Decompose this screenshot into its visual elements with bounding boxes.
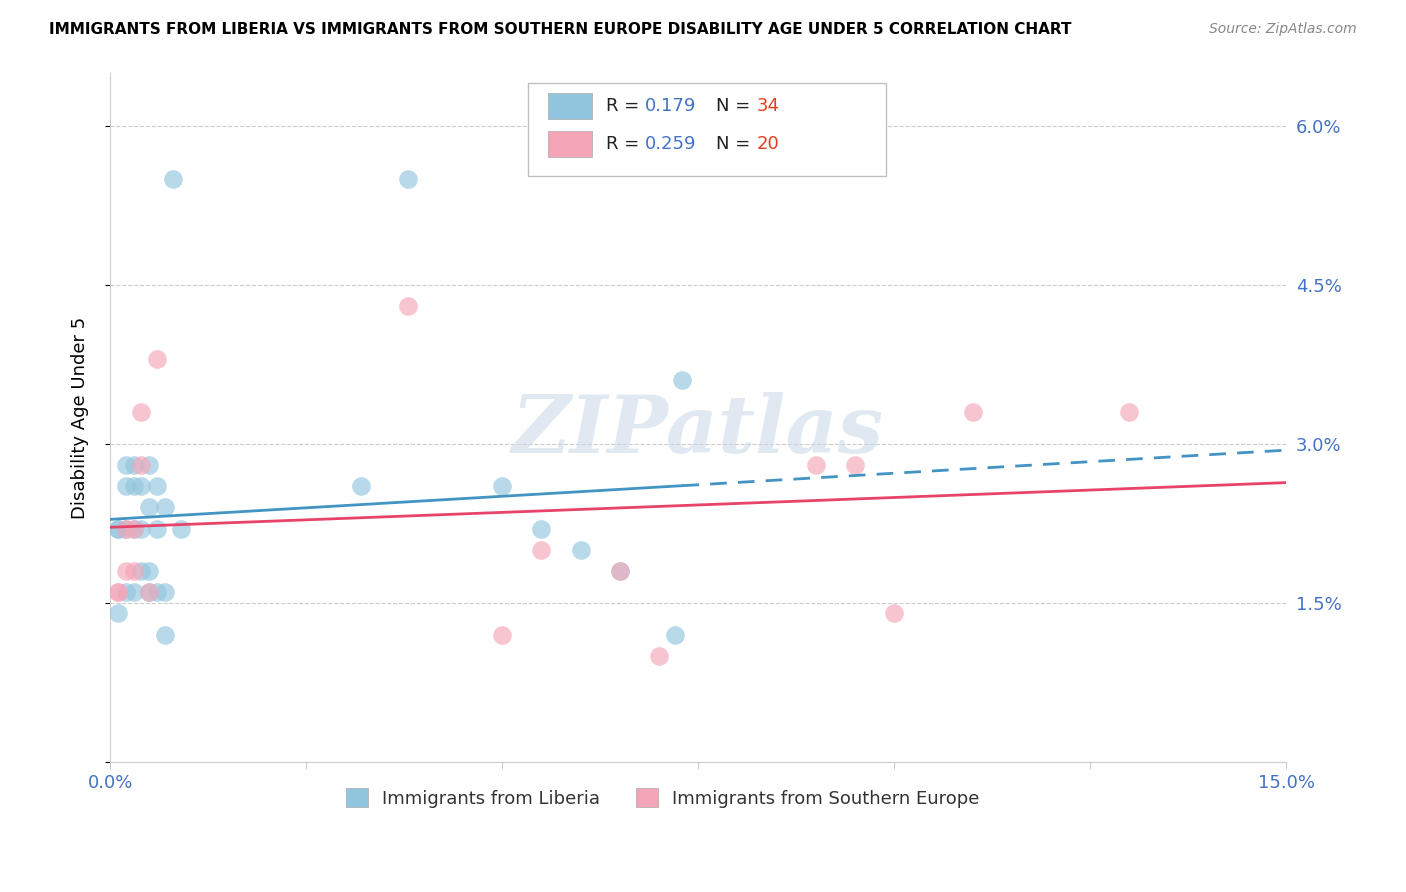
Point (122, 479, 145, 493)
Point (138, 585, 160, 599)
Point (962, 405, 984, 419)
Point (146, 479, 169, 493)
Point (350, 479, 373, 493)
Point (114, 458, 136, 472)
Point (131, 564, 153, 578)
Point (114, 479, 136, 493)
Point (131, 479, 153, 493)
Point (107, 585, 129, 599)
Point (114, 564, 136, 578)
Point (1118, 405, 1140, 419)
Point (146, 522, 169, 536)
Point (107, 522, 129, 536)
Legend: Immigrants from Liberia, Immigrants from Southern Europe: Immigrants from Liberia, Immigrants from… (339, 780, 987, 814)
Point (664, 627, 686, 641)
Point (530, 542, 553, 557)
Point (162, 172, 184, 186)
Point (138, 500, 160, 515)
Point (491, 627, 513, 641)
Point (114, 522, 136, 536)
Point (131, 522, 153, 536)
Text: IMMIGRANTS FROM LIBERIA VS IMMIGRANTS FROM SOUTHERN EUROPE DISABILITY AGE UNDER : IMMIGRANTS FROM LIBERIA VS IMMIGRANTS FR… (49, 22, 1071, 37)
Text: ZIPatlas: ZIPatlas (512, 392, 884, 470)
Text: 0.259: 0.259 (645, 136, 697, 153)
Point (107, 585, 129, 599)
Point (569, 542, 592, 557)
Point (146, 585, 169, 599)
Point (530, 522, 553, 536)
Point (107, 607, 129, 621)
FancyBboxPatch shape (547, 94, 592, 120)
Point (122, 522, 145, 536)
Point (114, 585, 136, 599)
Text: R =: R = (606, 136, 645, 153)
Text: 34: 34 (756, 97, 780, 115)
Point (153, 627, 176, 641)
Point (883, 607, 905, 621)
Y-axis label: Disability Age Under 5: Disability Age Under 5 (72, 317, 89, 518)
Text: R =: R = (606, 97, 645, 115)
Point (396, 172, 419, 186)
Point (609, 564, 631, 578)
Point (609, 564, 631, 578)
Point (153, 585, 176, 599)
Point (138, 585, 160, 599)
Point (114, 522, 136, 536)
Point (648, 648, 671, 663)
Point (122, 585, 145, 599)
Point (131, 458, 153, 472)
Text: Source: ZipAtlas.com: Source: ZipAtlas.com (1209, 22, 1357, 37)
Point (491, 479, 513, 493)
Point (396, 299, 419, 313)
Point (122, 522, 145, 536)
Point (138, 564, 160, 578)
Text: 20: 20 (756, 136, 780, 153)
FancyBboxPatch shape (527, 83, 886, 177)
Text: N =: N = (716, 97, 756, 115)
Point (107, 522, 129, 536)
Point (146, 352, 169, 367)
Point (804, 458, 827, 472)
Point (122, 458, 145, 472)
Point (122, 564, 145, 578)
Text: 0.179: 0.179 (645, 97, 696, 115)
Point (169, 522, 191, 536)
Point (671, 373, 693, 387)
Point (131, 405, 153, 419)
Text: N =: N = (716, 136, 756, 153)
Point (138, 458, 160, 472)
Point (153, 500, 176, 515)
FancyBboxPatch shape (547, 131, 592, 157)
Point (844, 458, 866, 472)
